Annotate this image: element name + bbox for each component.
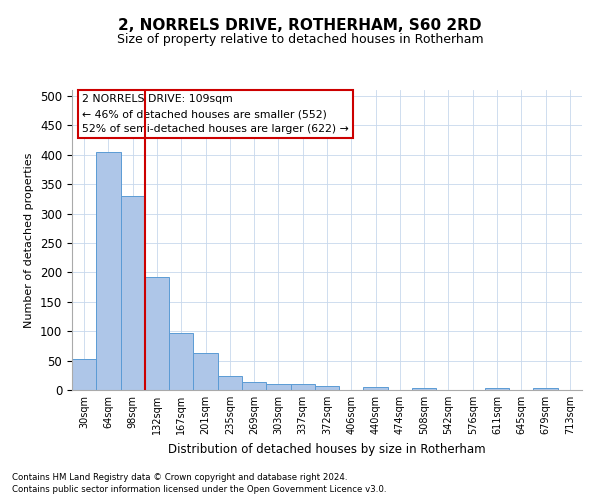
Bar — [169, 333, 193, 390]
Bar — [121, 196, 145, 390]
Text: Contains HM Land Registry data © Crown copyright and database right 2024.: Contains HM Land Registry data © Crown c… — [12, 472, 347, 482]
Bar — [290, 384, 315, 390]
Bar — [412, 388, 436, 390]
Text: 2, NORRELS DRIVE, ROTHERHAM, S60 2RD: 2, NORRELS DRIVE, ROTHERHAM, S60 2RD — [118, 18, 482, 32]
Bar — [96, 152, 121, 390]
X-axis label: Distribution of detached houses by size in Rotherham: Distribution of detached houses by size … — [168, 442, 486, 456]
Bar — [533, 388, 558, 390]
Text: 2 NORRELS DRIVE: 109sqm
← 46% of detached houses are smaller (552)
52% of semi-d: 2 NORRELS DRIVE: 109sqm ← 46% of detache… — [82, 94, 349, 134]
Bar — [218, 376, 242, 390]
Text: Size of property relative to detached houses in Rotherham: Size of property relative to detached ho… — [116, 32, 484, 46]
Bar — [485, 388, 509, 390]
Bar — [266, 384, 290, 390]
Text: Contains public sector information licensed under the Open Government Licence v3: Contains public sector information licen… — [12, 485, 386, 494]
Bar — [364, 387, 388, 390]
Bar — [242, 382, 266, 390]
Bar — [72, 360, 96, 390]
Y-axis label: Number of detached properties: Number of detached properties — [25, 152, 34, 328]
Bar — [315, 386, 339, 390]
Bar — [193, 353, 218, 390]
Bar — [145, 277, 169, 390]
